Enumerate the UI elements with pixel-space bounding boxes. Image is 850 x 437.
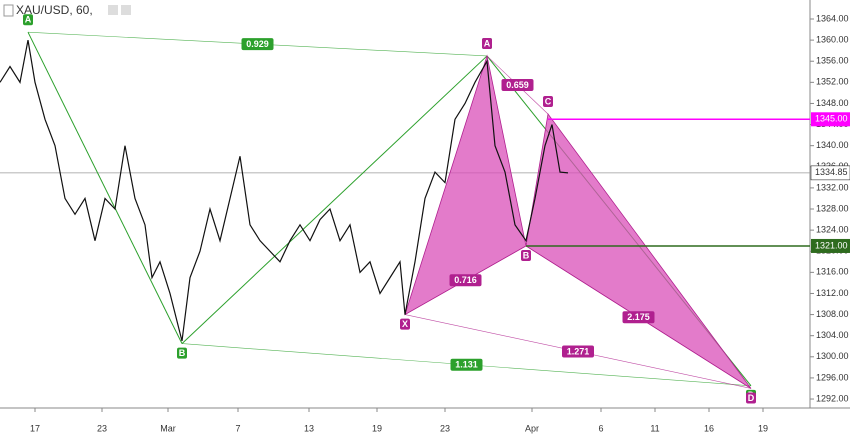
- point-box: [482, 37, 492, 49]
- y-tick-label: 1356.00: [816, 56, 849, 66]
- x-tick-label: Apr: [525, 423, 539, 433]
- x-tick-label: 17: [30, 423, 40, 433]
- y-tick-label: 1360.00: [816, 34, 849, 44]
- y-tick-label: 1348.00: [816, 98, 849, 108]
- point-box: [746, 392, 756, 404]
- price-line: [0, 40, 569, 342]
- y-tick-label: 1332.00: [816, 182, 849, 192]
- y-tick-label: 1340.00: [816, 140, 849, 150]
- y-tick-label: 1300.00: [816, 351, 849, 361]
- point-label: B: [523, 250, 530, 260]
- point-label: A: [484, 38, 491, 48]
- level-label: 1321.00: [815, 240, 848, 250]
- point-label: X: [402, 319, 408, 329]
- y-tick-label: 1304.00: [816, 330, 849, 340]
- y-tick-label: 1308.00: [816, 309, 849, 319]
- close-button[interactable]: [121, 5, 131, 15]
- x-tick-label: 7: [235, 423, 240, 433]
- y-tick-label: 1312.00: [816, 288, 849, 298]
- ratio-box: [622, 311, 655, 324]
- ratio-label: 0.716: [454, 275, 477, 285]
- point-box: [521, 249, 531, 261]
- ratio-label: 2.175: [627, 312, 650, 322]
- x-tick-label: 23: [440, 423, 450, 433]
- pattern-leg: [27, 31, 183, 344]
- point-box: [400, 318, 410, 330]
- y-tick-label: 1324.00: [816, 225, 849, 235]
- price-box: [810, 165, 850, 181]
- x-tick-label: 16: [704, 423, 714, 433]
- ratio-label: 1.271: [567, 346, 590, 356]
- pattern-leg: [181, 55, 488, 344]
- point-box: [177, 347, 187, 359]
- symbol-icon[interactable]: [3, 4, 14, 17]
- y-tick-label: 1352.00: [816, 77, 849, 87]
- point-label: A: [25, 15, 32, 25]
- level-label: 1345.00: [815, 114, 848, 124]
- point-label: B: [179, 348, 186, 358]
- y-tick-label: 1296.00: [816, 372, 849, 382]
- x-tick-label: 23: [97, 423, 107, 433]
- chart-title: XAU/USD, 60,: [16, 3, 93, 17]
- point-label: C: [545, 96, 552, 106]
- x-tick-label: Mar: [160, 423, 176, 433]
- ratio-box: [450, 358, 483, 371]
- price-label: 1334.85: [815, 167, 848, 177]
- ratio-label: 0.659: [506, 80, 529, 90]
- level-box: [811, 112, 850, 127]
- point-box: [543, 96, 553, 108]
- x-tick-label: 6: [598, 423, 603, 433]
- ratio-label: 0.929: [246, 39, 269, 49]
- ratio-box: [241, 38, 274, 51]
- y-tick-label: 1292.00: [816, 393, 849, 403]
- y-tick-label: 1316.00: [816, 267, 849, 277]
- x-tick-label: 19: [372, 423, 382, 433]
- x-tick-label: 19: [758, 423, 768, 433]
- ratio-box: [562, 345, 594, 358]
- ratio-box: [449, 274, 482, 287]
- x-tick-label: 11: [650, 423, 659, 433]
- x-tick-label: 13: [304, 423, 314, 433]
- point-box: [23, 14, 33, 26]
- settings-button[interactable]: [108, 5, 118, 15]
- ratio-box: [501, 78, 534, 91]
- y-tick-label: 1328.00: [816, 203, 849, 213]
- y-tick-label: 1364.00: [816, 13, 849, 23]
- level-box: [811, 238, 850, 253]
- point-label: D: [748, 393, 755, 403]
- ratio-label: 1.131: [455, 360, 478, 370]
